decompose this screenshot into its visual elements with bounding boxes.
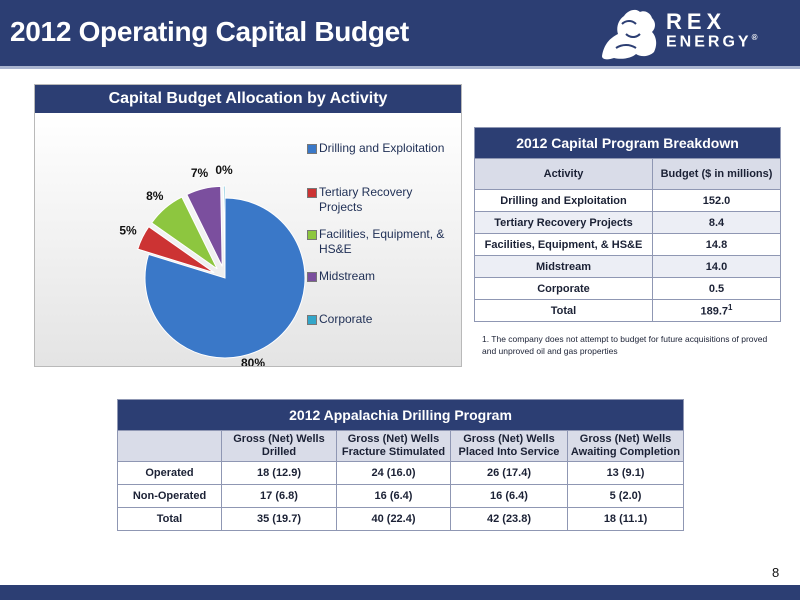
footnote: 1. The company does not attempt to budge… <box>482 334 768 356</box>
pie-slice <box>137 226 215 274</box>
activity-cell: Midstream <box>474 255 653 278</box>
table-cell: 17 (6.8) <box>221 484 337 508</box>
drilling-program-table: 2012 Appalachia Drilling Program Gross (… <box>116 399 685 531</box>
table-cell: 35 (19.7) <box>221 507 337 531</box>
table-cell: 13 (9.1) <box>566 461 685 485</box>
activity-cell: Tertiary Recovery Projects <box>474 211 653 234</box>
data-label: 80% <box>241 356 265 366</box>
legend-label: Midstream <box>319 269 376 283</box>
table-row: Midstream 14.0 <box>474 255 781 278</box>
table-row: Corporate 0.5 <box>474 277 781 300</box>
legend-label: Tertiary Recovery Projects <box>319 185 413 214</box>
table-cell: 24 (16.0) <box>336 461 451 485</box>
budget-cell: 152.0 <box>652 189 781 212</box>
table-cell: 26 (17.4) <box>450 461 568 485</box>
capital-table-title: 2012 Capital Program Breakdown <box>474 127 781 159</box>
table-row: Tertiary Recovery Projects 8.4 <box>474 211 781 234</box>
legend-swatch <box>307 188 317 198</box>
logo-rex-text: REX <box>666 9 727 34</box>
table-row: Facilities, Equipment, & HS&E 14.8 <box>474 233 781 256</box>
budget-cell: 14.8 <box>652 233 781 256</box>
budget-cell: 8.4 <box>652 211 781 234</box>
header-bar: 2012 Operating Capital Budget REX ENERGY… <box>0 0 800 66</box>
horse-icon <box>602 9 657 60</box>
activity-cell: Corporate <box>474 277 653 300</box>
legend-swatch <box>307 315 317 325</box>
page-title: 2012 Operating Capital Budget <box>10 16 409 47</box>
legend-label: Drilling and Exploitation <box>319 141 445 155</box>
activity-cell: Drilling and Exploitation <box>474 189 653 212</box>
column-header-activity: Activity <box>474 158 653 190</box>
table-cell: 18 (12.9) <box>221 461 337 485</box>
column-header: Gross (Net) Wells Placed Into Service <box>450 430 568 462</box>
legend-swatch <box>307 230 317 240</box>
row-label: Operated <box>117 461 222 485</box>
pie-slice <box>186 185 223 267</box>
chart-area: 80% 5% 8% 7% 0% Drilling and Exploitation Ter… <box>35 113 461 366</box>
data-label: 8% <box>146 189 164 203</box>
data-label: 0% <box>215 163 233 177</box>
total-value: 189.71 <box>652 299 781 322</box>
table-cell: 40 (22.4) <box>336 507 451 531</box>
legend-label: Facilities, Equipment, & HS&E <box>319 227 445 256</box>
pie-slice <box>151 196 218 270</box>
legend-label: Corporate <box>319 312 373 326</box>
total-label: Total <box>474 299 653 322</box>
row-label: Non-Operated <box>117 484 222 508</box>
footnote-marker: 1 <box>728 303 733 313</box>
pie-slice <box>222 185 226 267</box>
table-cell: 16 (6.4) <box>336 484 451 508</box>
pie-chart-panel: Capital Budget Allocation by Activity 80… <box>34 84 462 367</box>
logo-energy-text: ENERGY® <box>666 33 761 51</box>
column-header: Gross (Net) Wells Fracture Stimulated <box>336 430 451 462</box>
budget-cell: 14.0 <box>652 255 781 278</box>
budget-cell: 0.5 <box>652 277 781 300</box>
drilling-table-title: 2012 Appalachia Drilling Program <box>116 399 685 431</box>
legend-swatch <box>307 272 317 282</box>
header-rule <box>0 66 800 69</box>
pie-chart: 80% 5% 8% 7% 0% <box>119 163 306 366</box>
column-header: Gross (Net) Wells Drilled <box>221 430 337 462</box>
pie-slice <box>144 197 306 359</box>
data-label: 7% <box>191 166 209 180</box>
legend-swatch <box>307 144 317 154</box>
row-label: Total <box>117 507 222 531</box>
column-header: Gross (Net) Wells Awaiting Completion <box>566 430 685 462</box>
table-row: Total 35 (19.7) 40 (22.4) 42 (23.8) 18 (11.1… <box>117 507 685 531</box>
page-number: 8 <box>772 565 780 580</box>
table-cell: 5 (2.0) <box>566 484 685 508</box>
column-header <box>117 430 222 462</box>
table-row: Non-Operated 17 (6.8) 16 (6.4) 16 (6.4) 5 (2… <box>117 484 685 508</box>
table-cell: 42 (23.8) <box>450 507 568 531</box>
table-row: Operated 18 (12.9) 24 (16.0) 26 (17.4) 13 (9… <box>117 461 685 485</box>
capital-program-table: 2012 Capital Program Breakdown Activity … <box>474 127 781 322</box>
table-cell: 16 (6.4) <box>450 484 568 508</box>
table-row: Drilling and Exploitation 152.0 <box>474 189 781 212</box>
table-cell: 18 (11.1) <box>566 507 685 531</box>
chart-title: Capital Budget Allocation by Activity <box>35 85 461 113</box>
activity-cell: Facilities, Equipment, & HS&E <box>474 233 653 256</box>
company-logo: REX ENERGY® <box>596 4 796 62</box>
footer-bar <box>0 585 800 600</box>
data-label: 5% <box>119 223 137 237</box>
column-header-budget: Budget ($ in millions) <box>652 158 781 190</box>
